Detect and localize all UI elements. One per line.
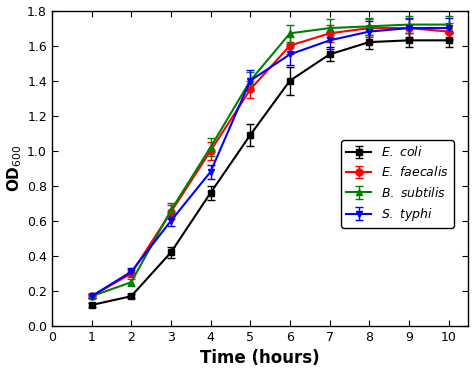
X-axis label: Time (hours): Time (hours) [201, 350, 320, 367]
Legend: $\it{E.\ coli}$, $\it{E.\ faecalis}$, $\it{B.\ subtilis}$, $\it{S.\ typhi}$: $\it{E.\ coli}$, $\it{E.\ faecalis}$, $\… [341, 140, 454, 228]
Y-axis label: OD$_{600}$: OD$_{600}$ [6, 145, 24, 192]
